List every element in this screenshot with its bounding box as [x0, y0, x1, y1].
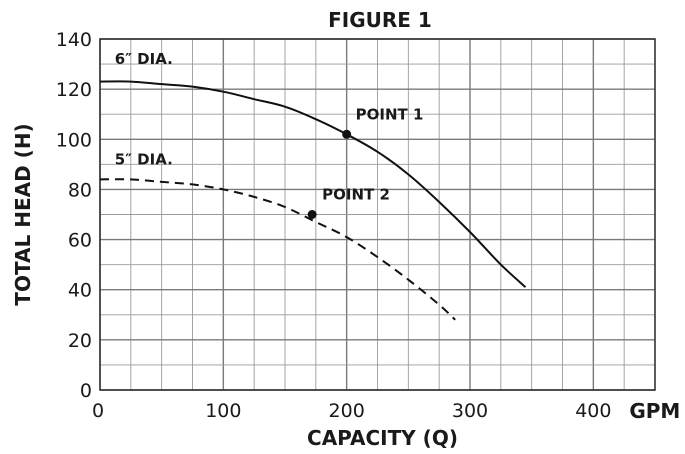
- tick-labels: 0 20 40 60 80 100 120 140 0 100 200 300 400: [56, 29, 612, 422]
- point-1-marker: [342, 129, 352, 139]
- point-1-label: POINT 1: [356, 105, 424, 123]
- y-tick-label: 140: [56, 29, 92, 51]
- y-tick-label: 0: [80, 380, 92, 402]
- chart-title: FIGURE 1: [328, 8, 432, 32]
- operating-points: POINT 1 POINT 2: [307, 105, 424, 219]
- curve-5in-diameter: [99, 178, 456, 321]
- y-tick-label: 100: [56, 129, 92, 151]
- curve-6in-diameter: [99, 80, 527, 288]
- y-tick-label: 40: [68, 280, 92, 302]
- y-tick-label: 20: [68, 330, 92, 352]
- point-2-marker: [307, 210, 317, 219]
- x-axis-title: CAPACITY (Q): [307, 426, 458, 450]
- point-2-label: POINT 2: [322, 186, 390, 204]
- series-label: 6″ DIA.: [115, 50, 173, 68]
- plot-frame: [99, 38, 656, 391]
- grid: [99, 38, 656, 391]
- y-axis-title: TOTAL HEAD (H): [11, 123, 35, 305]
- y-tick-label: 80: [68, 179, 92, 201]
- x-tick-label: 200: [329, 400, 365, 422]
- y-tick-label: 60: [68, 230, 92, 252]
- curves: 6″ DIA. 5″ DIA.: [99, 50, 527, 321]
- x-tick-label: 0: [92, 400, 104, 422]
- x-axis-unit: GPM: [629, 399, 680, 423]
- x-tick-label: 100: [205, 400, 241, 422]
- y-tick-label: 120: [56, 79, 92, 101]
- x-tick-label: 400: [575, 400, 611, 422]
- series-label: 5″ DIA.: [115, 150, 173, 168]
- x-tick-label: 300: [452, 400, 488, 422]
